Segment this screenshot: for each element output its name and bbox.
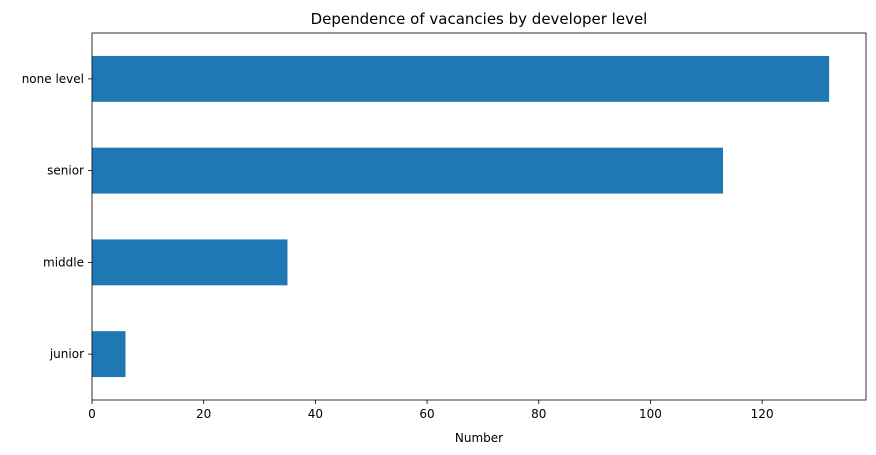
x-tick-label: 120 [751,407,774,421]
x-tick-label: 0 [88,407,96,421]
x-tick-label: 40 [308,407,323,421]
plot-frame [91,32,867,401]
y-tick-label: middle [43,255,84,269]
y-tick-label: none level [22,72,84,86]
bars-layer [92,55,830,378]
chart-title: Dependence of vacancies by developer lev… [311,10,648,28]
bar-junior [92,331,126,378]
x-tick-label: 20 [196,407,211,421]
y-tick-label: junior [49,347,84,361]
x-tick-label: 100 [639,407,662,421]
bar-none-level [92,55,830,102]
y-tick-label: senior [47,164,84,178]
x-tick-label: 60 [419,407,434,421]
bar-middle [92,239,288,286]
axes-layer: junior middle senior none level 0 20 40 60 80 100… [22,32,867,421]
bar-senior [92,147,724,194]
x-axis-title: Number [455,431,503,445]
x-tick-label: 80 [531,407,546,421]
